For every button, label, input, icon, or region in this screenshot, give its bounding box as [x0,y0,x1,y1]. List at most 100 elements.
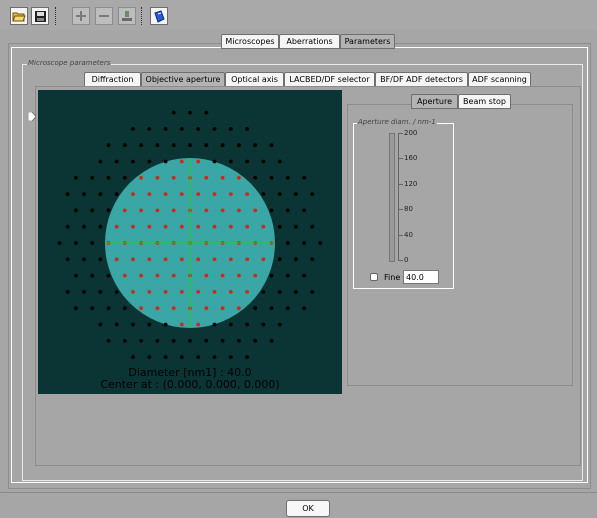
spot-outside-aperture [302,208,306,213]
spot-outside-aperture [285,175,290,180]
panel-handle[interactable] [27,111,37,122]
spot-inside-aperture [212,257,217,262]
spot-outside-aperture [269,143,274,148]
slider-tick-label: 80 [404,205,413,214]
spot-outside-aperture [310,192,315,196]
spot-outside-aperture [171,338,176,343]
aperture-diam-title: Aperture diam. / nm-1 [357,118,437,126]
spot-outside-aperture [57,241,62,245]
spot-inside-aperture [139,306,143,311]
tab-parameters[interactable]: Parameters [340,34,395,49]
objective-aperture-panel [35,86,581,466]
spot-inside-aperture [245,257,250,262]
spot-outside-aperture [302,241,306,245]
spot-outside-aperture [285,241,290,245]
tab-aberrations[interactable]: Aberrations [279,34,340,49]
spot-outside-aperture [90,306,95,311]
spot-outside-aperture [245,159,250,164]
spot-inside-aperture [171,208,176,213]
tab-objective-aperture[interactable]: Objective aperture [141,72,225,87]
tab-microscopes[interactable]: Microscopes [221,34,279,49]
spot-inside-aperture [131,290,135,294]
add-icon[interactable] [72,7,90,25]
spot-outside-aperture [98,257,103,262]
spot-inside-aperture [163,290,168,294]
spot-inside-aperture [139,208,143,213]
save-disk-icon[interactable] [31,7,49,25]
fine-checkbox[interactable] [370,273,378,281]
spot-outside-aperture [171,110,176,115]
tab-optical-axis[interactable]: Optical axis [225,72,284,87]
spot-inside-aperture [220,208,225,213]
help-book-icon[interactable] [150,7,168,25]
slider-tick-label: 0 [404,256,409,264]
spot-outside-aperture [106,143,111,148]
open-folder-icon[interactable] [10,7,28,25]
tab-aperture[interactable]: Aperture [411,94,458,109]
spot-inside-aperture [204,273,209,278]
spot-outside-aperture [114,322,119,327]
spot-inside-aperture [155,306,160,311]
spot-outside-aperture [212,322,217,327]
spot-outside-aperture [245,355,250,359]
spot-outside-aperture [65,257,70,262]
remove-icon[interactable] [95,7,113,25]
tab-lacbed-df-selector[interactable]: LACBED/DF selector [284,72,375,87]
slider-tick-label: 200 [404,129,418,137]
spot-inside-aperture [253,273,258,278]
spot-outside-aperture [179,355,184,359]
spot-outside-aperture [90,273,95,278]
spot-outside-aperture [147,322,152,327]
spot-inside-aperture [228,290,233,294]
spot-outside-aperture [98,192,103,196]
spot-outside-aperture [122,306,127,311]
ok-button[interactable]: OK [286,500,330,517]
spot-inside-aperture [237,208,241,213]
fine-label: Fine [384,273,401,282]
spot-outside-aperture [237,338,241,343]
aperture-slider-track[interactable] [389,133,395,262]
spot-outside-aperture [261,159,266,164]
spot-inside-aperture [261,224,266,229]
spot-inside-aperture [196,159,201,164]
toolbar-separator [141,7,143,25]
spot-inside-aperture [212,224,217,229]
tab-diffraction[interactable]: Diffraction [84,72,141,87]
spot-outside-aperture [261,322,266,327]
spot-outside-aperture [122,175,127,180]
aperture-diagram[interactable]: Diameter [nm1] : 40.0 Center at : (0.000… [38,90,342,394]
spot-outside-aperture [65,192,70,196]
spot-inside-aperture [204,208,209,213]
spot-inside-aperture [196,224,201,229]
aperture-value-input[interactable] [403,270,439,284]
export-icon[interactable] [118,7,136,25]
spot-outside-aperture [74,306,78,311]
spot-inside-aperture [196,322,201,327]
spot-outside-aperture [122,338,127,343]
spot-inside-aperture [147,224,152,229]
spot-inside-aperture [147,290,152,294]
slider-tick [398,183,403,185]
spot-outside-aperture [302,273,306,278]
spot-inside-aperture [212,192,217,196]
aperture-canvas [57,110,323,359]
tab-adf-scanning[interactable]: ADF scanning [468,72,531,87]
slider-tick [398,158,403,160]
diameter-readout: Diameter [nm1] : 40.0 [128,366,252,379]
spot-outside-aperture [237,143,241,148]
spot-outside-aperture [106,208,111,213]
spot-inside-aperture [196,290,201,294]
spot-outside-aperture [261,290,266,294]
tab-beam-stop[interactable]: Beam stop [458,94,511,109]
spot-outside-aperture [204,143,209,148]
slider-tick-label: 40 [404,230,413,239]
spot-outside-aperture [82,192,86,196]
tab-bf-df-adf-detectors[interactable]: BF/DF ADF detectors [375,72,468,87]
spot-outside-aperture [269,208,274,213]
spot-inside-aperture [253,208,258,213]
spot-outside-aperture [294,224,298,229]
spot-inside-aperture [204,306,209,311]
spot-inside-aperture [131,224,135,229]
spot-outside-aperture [147,159,152,164]
spot-outside-aperture [114,290,119,294]
